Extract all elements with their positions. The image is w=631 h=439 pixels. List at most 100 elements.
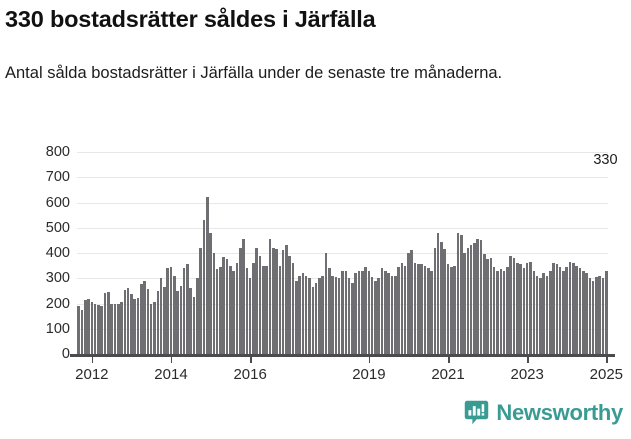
y-axis-tick-label: 100 (45, 320, 70, 337)
bar (113, 304, 117, 354)
bar (469, 245, 473, 354)
bar (420, 264, 423, 354)
bar (499, 269, 503, 354)
bar (205, 197, 209, 354)
page-title: 330 bostadsrätter såldes i Järfälla (5, 6, 376, 32)
x-axis-line (70, 354, 615, 357)
bar (103, 293, 107, 354)
x-axis-tick-mark (448, 356, 450, 363)
bar (344, 270, 348, 354)
bar (219, 266, 222, 354)
bar (598, 275, 602, 354)
bar (189, 288, 193, 354)
bar (275, 249, 278, 354)
bar (496, 270, 499, 354)
bar (450, 266, 453, 354)
bar (169, 266, 173, 354)
bar (532, 270, 536, 354)
bar (545, 275, 549, 354)
bar (100, 305, 103, 354)
bar (285, 245, 288, 354)
bar (403, 265, 407, 354)
bar (548, 270, 552, 354)
bar (304, 275, 308, 354)
x-axis-tick-mark (250, 356, 252, 363)
bar (295, 280, 298, 354)
bar (410, 250, 414, 354)
bar (93, 303, 97, 354)
bar (463, 253, 466, 354)
plot-area: 330 (77, 152, 618, 354)
bar (440, 241, 443, 354)
bar (90, 302, 94, 354)
bar (298, 275, 301, 354)
x-axis-tick-mark (606, 356, 608, 363)
bar (238, 247, 242, 354)
x-axis-tick-mark (368, 356, 371, 363)
bar (252, 263, 255, 354)
bar (202, 220, 206, 354)
bar (265, 265, 268, 354)
bar (110, 303, 113, 354)
bar (80, 309, 84, 354)
bar (271, 247, 275, 354)
bar (509, 255, 512, 354)
bar (163, 287, 166, 354)
bar (288, 255, 291, 354)
newsworthy-wordmark: Newsworthy (496, 399, 623, 425)
bar (143, 280, 146, 354)
bar (423, 265, 427, 354)
bar (506, 266, 509, 354)
bar (367, 270, 371, 354)
bar (502, 270, 506, 354)
bar (156, 290, 160, 354)
bar (179, 286, 183, 354)
bar (400, 263, 404, 354)
bar (262, 265, 265, 354)
bar (476, 239, 479, 354)
bar (595, 277, 598, 354)
bar (413, 263, 417, 354)
bar (192, 297, 196, 354)
bar (176, 290, 179, 354)
bar (492, 266, 496, 354)
bar (578, 268, 582, 354)
bar (380, 268, 384, 354)
bar (222, 256, 226, 354)
x-axis-tick-label: 2021 (431, 366, 465, 383)
bar (136, 297, 140, 354)
y-axis-tick-label: 0 (61, 346, 70, 362)
bar (248, 278, 252, 354)
y-axis-tick-label: 800 (45, 144, 70, 160)
bar (87, 298, 90, 354)
bar (281, 250, 285, 354)
bar (321, 275, 324, 354)
bar (407, 253, 410, 354)
bar (314, 283, 318, 354)
bar (361, 270, 364, 354)
bar (535, 275, 539, 354)
bar (459, 235, 463, 354)
bar (364, 266, 367, 354)
bar (390, 275, 394, 354)
bar (377, 278, 381, 354)
bar (140, 284, 143, 354)
bar (186, 264, 189, 354)
bar (225, 259, 229, 354)
bar (473, 242, 476, 354)
bar (552, 263, 555, 354)
bar (512, 258, 516, 354)
y-axis-ticks: 0 100 200 300 400 500 600 700 800 (0, 144, 70, 362)
bar (324, 253, 328, 354)
bar (166, 268, 169, 354)
y-axis-tick-label: 600 (45, 194, 70, 211)
bar (83, 299, 87, 354)
bar (558, 266, 562, 354)
bar (199, 247, 202, 354)
bar (235, 263, 239, 354)
bar (555, 264, 559, 354)
bar (426, 268, 430, 354)
chart-footer: Newsworthy (0, 396, 631, 439)
bar (479, 240, 483, 354)
